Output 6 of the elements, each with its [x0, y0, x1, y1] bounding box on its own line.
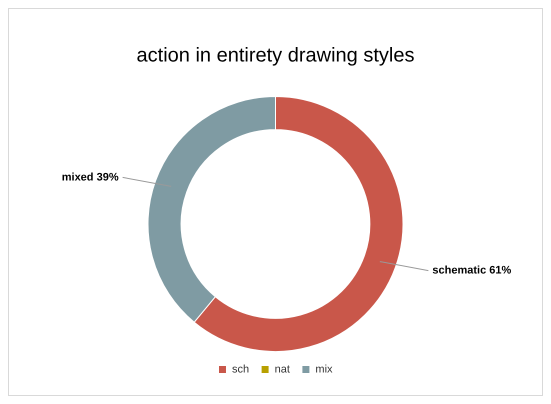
legend-label: nat	[274, 364, 290, 376]
chart-title: action in entirety drawing styles	[136, 44, 414, 67]
legend-label: sch	[232, 364, 250, 376]
legend-label: mix	[315, 364, 334, 376]
data-label: mixed 39%	[62, 171, 119, 184]
data-label: schematic 61%	[432, 264, 512, 277]
